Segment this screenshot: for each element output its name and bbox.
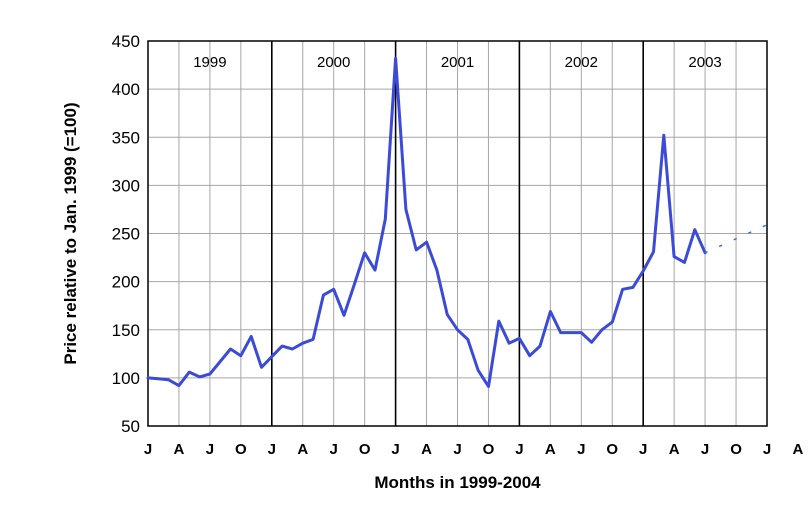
x-tick-label: J (639, 441, 647, 458)
x-tick-label: J (763, 441, 771, 458)
year-label: 2000 (317, 54, 350, 71)
x-tick-label: J (453, 441, 461, 458)
x-tick-label: J (701, 441, 709, 458)
x-axis-title: Months in 1999-2004 (374, 473, 541, 492)
x-tick-label: J (144, 441, 152, 458)
x-tick-label: J (330, 441, 338, 458)
y-tick-label: 450 (112, 32, 140, 51)
y-tick-label: 400 (112, 80, 140, 99)
y-tick-label: 350 (112, 128, 140, 147)
x-tick-label: A (297, 441, 308, 458)
x-tick-label: A (669, 441, 680, 458)
x-tick-label: J (577, 441, 585, 458)
y-tick-label: 150 (112, 321, 140, 340)
x-tick-label: J (268, 441, 276, 458)
x-tick-label: A (421, 441, 432, 458)
y-tick-label: 250 (112, 225, 140, 244)
x-tick-label: A (174, 441, 185, 458)
x-tick-label: J (206, 441, 214, 458)
x-tick-label: A (545, 441, 556, 458)
x-tick-label: J (515, 441, 523, 458)
x-tick-label: A (793, 441, 804, 458)
plot-frame (147, 40, 768, 427)
year-label: 2001 (441, 54, 474, 71)
y-tick-label: 50 (121, 417, 140, 436)
year-label: 2002 (565, 54, 598, 71)
y-tick-label: 200 (112, 273, 140, 292)
year-dividers (270, 41, 645, 426)
projection-line (704, 224, 768, 254)
grid-layer (148, 41, 767, 426)
y-tick-labels: 50 100 150 200 250 300 350 400 450 (112, 32, 140, 436)
x-tick-label: O (359, 441, 371, 458)
y-tick-label: 100 (112, 369, 140, 388)
year-label: 2003 (688, 54, 721, 71)
year-labels: 1999 2000 2001 2002 2003 (193, 54, 722, 71)
x-tick-label: O (730, 441, 742, 458)
series-layer (146, 56, 768, 388)
x-tick-label: O (235, 441, 247, 458)
price-line (146, 56, 707, 388)
x-tick-label: J (391, 441, 399, 458)
y-axis-title: Price relative to Jan. 1999 (=100) (61, 102, 80, 364)
x-tick-label: O (606, 441, 618, 458)
year-label: 1999 (193, 54, 226, 71)
x-tick-label: O (483, 441, 495, 458)
x-tick-labels: JAJOJAJOJAJOJAJOJAJOJAJOJ (144, 441, 804, 458)
y-tick-label: 300 (112, 176, 140, 195)
